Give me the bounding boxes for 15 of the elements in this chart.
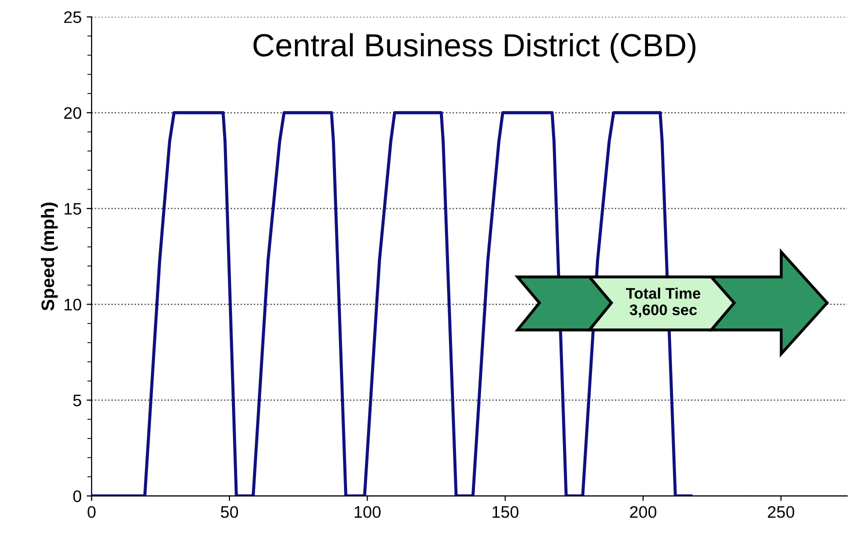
y-axis-title: Speed (mph) [40, 202, 58, 311]
y-tick-label: 20 [64, 107, 82, 119]
annotation: Total Time 3,600 sec [626, 288, 700, 318]
y-tick-label: 15 [64, 203, 82, 215]
y-tick-label: 25 [64, 11, 82, 24]
x-tick-label: 250 [768, 506, 794, 518]
y-tick-label: 10 [64, 298, 82, 311]
x-tick-label: 100 [354, 506, 381, 518]
x-tick-label: 50 [220, 506, 238, 518]
y-tick-label: 5 [73, 394, 82, 406]
x-tick-label: 150 [492, 506, 518, 518]
chart-title: Central Business District (CBD) [254, 33, 696, 63]
y-tick-label: 0 [73, 490, 82, 502]
x-tick-label: 0 [88, 506, 96, 518]
x-tick-label: 200 [630, 506, 656, 518]
